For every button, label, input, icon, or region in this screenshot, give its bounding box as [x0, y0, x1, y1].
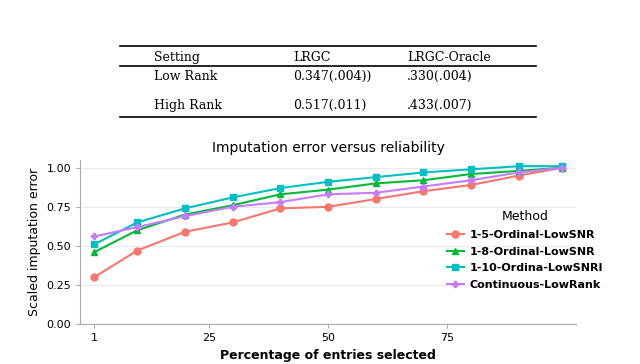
Text: LRGC-Oracle: LRGC-Oracle: [408, 51, 491, 64]
1-8-Ordinal-LowSNR: [276, 192, 284, 197]
X-axis label: Percentage of entries selected: Percentage of entries selected: [220, 349, 436, 361]
Text: LRGC: LRGC: [293, 51, 331, 64]
1-5-Ordinal-LowSNR: [420, 189, 428, 193]
Text: .433(.007): .433(.007): [408, 99, 473, 112]
Continuous-LowRank: [515, 170, 523, 175]
Line: Continuous-LowRank: Continuous-LowRank: [91, 164, 565, 240]
Line: 1-8-Ordinal-LowSNR: 1-8-Ordinal-LowSNR: [91, 164, 565, 256]
1-10-Ordina-LowSNRI: [181, 206, 189, 210]
Line: 1-5-Ordinal-LowSNR: 1-5-Ordinal-LowSNR: [91, 164, 565, 281]
1-8-Ordinal-LowSNR: [90, 250, 98, 254]
Continuous-LowRank: [90, 234, 98, 239]
Continuous-LowRank: [181, 214, 189, 218]
1-10-Ordina-LowSNRI: [276, 186, 284, 190]
1-5-Ordinal-LowSNR: [133, 248, 141, 253]
1-8-Ordinal-LowSNR: [133, 228, 141, 233]
1-10-Ordina-LowSNRI: [558, 164, 566, 169]
Continuous-LowRank: [467, 178, 475, 182]
Continuous-LowRank: [276, 200, 284, 204]
1-5-Ordinal-LowSNR: [228, 220, 236, 225]
1-10-Ordina-LowSNRI: [515, 164, 523, 169]
1-5-Ordinal-LowSNR: [372, 197, 380, 201]
Text: 0.517(.011): 0.517(.011): [293, 99, 367, 112]
1-5-Ordinal-LowSNR: [90, 275, 98, 279]
1-8-Ordinal-LowSNR: [228, 203, 236, 207]
Legend: 1-5-Ordinal-LowSNR, 1-8-Ordinal-LowSNR, 1-10-Ordina-LowSNRI, Continuous-LowRank: 1-5-Ordinal-LowSNR, 1-8-Ordinal-LowSNR, …: [443, 206, 607, 294]
1-5-Ordinal-LowSNR: [276, 206, 284, 210]
1-10-Ordina-LowSNRI: [467, 167, 475, 171]
Text: .330(.004): .330(.004): [408, 70, 473, 83]
1-10-Ordina-LowSNRI: [133, 220, 141, 225]
Title: Imputation error versus reliability: Imputation error versus reliability: [212, 141, 444, 155]
1-8-Ordinal-LowSNR: [420, 178, 428, 182]
1-10-Ordina-LowSNRI: [228, 195, 236, 199]
Continuous-LowRank: [133, 225, 141, 229]
Continuous-LowRank: [558, 166, 566, 170]
1-10-Ordina-LowSNRI: [324, 180, 332, 184]
Text: High Rank: High Rank: [154, 99, 223, 112]
1-8-Ordinal-LowSNR: [467, 172, 475, 176]
1-8-Ordinal-LowSNR: [372, 181, 380, 186]
1-8-Ordinal-LowSNR: [324, 187, 332, 192]
1-5-Ordinal-LowSNR: [558, 166, 566, 170]
1-8-Ordinal-LowSNR: [181, 213, 189, 217]
Line: 1-10-Ordina-LowSNRI: 1-10-Ordina-LowSNRI: [91, 163, 565, 248]
Text: Setting: Setting: [154, 51, 200, 64]
1-8-Ordinal-LowSNR: [515, 169, 523, 173]
1-10-Ordina-LowSNRI: [90, 242, 98, 246]
1-8-Ordinal-LowSNR: [558, 166, 566, 170]
1-10-Ordina-LowSNRI: [372, 175, 380, 179]
Continuous-LowRank: [420, 184, 428, 189]
1-5-Ordinal-LowSNR: [515, 173, 523, 178]
Continuous-LowRank: [228, 205, 236, 209]
1-10-Ordina-LowSNRI: [420, 170, 428, 175]
Text: Low Rank: Low Rank: [154, 70, 218, 83]
1-5-Ordinal-LowSNR: [324, 205, 332, 209]
1-5-Ordinal-LowSNR: [181, 230, 189, 234]
1-5-Ordinal-LowSNR: [467, 183, 475, 187]
Text: 0.347(.004)): 0.347(.004)): [293, 70, 372, 83]
Y-axis label: Scaled imputation error: Scaled imputation error: [28, 168, 41, 316]
Continuous-LowRank: [324, 192, 332, 197]
Continuous-LowRank: [372, 191, 380, 195]
